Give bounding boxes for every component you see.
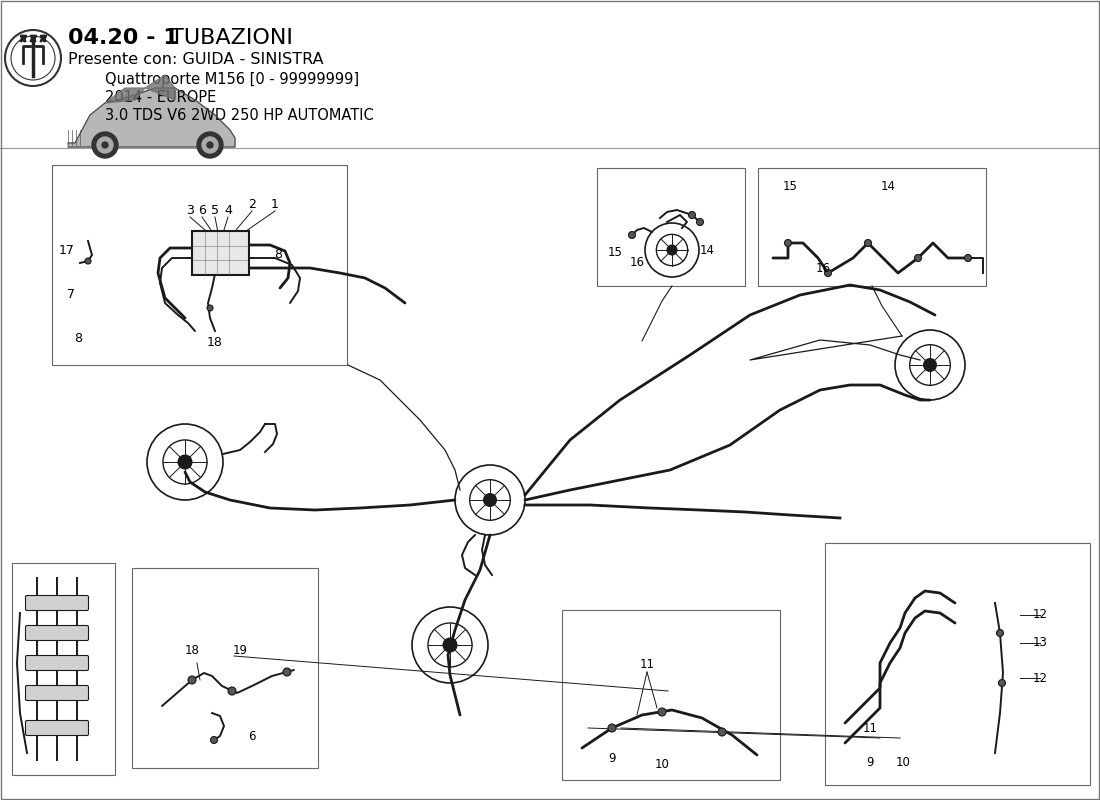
Text: 19: 19	[232, 643, 248, 657]
Text: 7: 7	[67, 289, 75, 302]
Text: 18: 18	[207, 337, 223, 350]
Text: 8: 8	[274, 249, 282, 262]
Text: Quattroporte M156 [0 - 99999999]: Quattroporte M156 [0 - 99999999]	[68, 72, 359, 87]
Circle shape	[628, 231, 636, 238]
Text: 11: 11	[862, 722, 878, 734]
Text: 12: 12	[1033, 671, 1047, 685]
Circle shape	[865, 239, 871, 246]
Circle shape	[914, 254, 922, 262]
Text: 15: 15	[782, 179, 797, 193]
Circle shape	[97, 137, 113, 153]
Text: 16: 16	[815, 262, 830, 274]
Polygon shape	[145, 75, 175, 100]
Circle shape	[658, 708, 666, 716]
FancyBboxPatch shape	[597, 168, 745, 286]
Text: 8: 8	[74, 331, 82, 345]
FancyBboxPatch shape	[25, 595, 88, 610]
Circle shape	[825, 270, 832, 277]
Text: 17: 17	[59, 245, 75, 258]
Circle shape	[965, 254, 971, 262]
FancyBboxPatch shape	[25, 686, 88, 701]
Circle shape	[997, 630, 1003, 637]
Text: 4: 4	[224, 205, 232, 218]
Circle shape	[188, 676, 196, 684]
Circle shape	[207, 305, 213, 311]
Circle shape	[197, 132, 223, 158]
Text: 12: 12	[1033, 609, 1047, 622]
Text: 10: 10	[654, 758, 670, 771]
Circle shape	[689, 211, 695, 218]
Polygon shape	[104, 88, 145, 103]
Text: 14: 14	[700, 243, 715, 257]
Text: 2: 2	[249, 198, 256, 211]
FancyBboxPatch shape	[132, 568, 318, 768]
Text: 18: 18	[185, 643, 199, 657]
Circle shape	[178, 455, 191, 469]
Circle shape	[484, 494, 496, 506]
Circle shape	[667, 245, 676, 255]
Text: 13: 13	[1033, 637, 1047, 650]
Polygon shape	[68, 88, 235, 147]
Text: 3: 3	[186, 205, 194, 218]
Circle shape	[202, 137, 218, 153]
Text: 6: 6	[249, 730, 255, 742]
Circle shape	[283, 668, 292, 676]
Circle shape	[92, 132, 118, 158]
FancyBboxPatch shape	[192, 231, 249, 275]
Circle shape	[102, 142, 108, 148]
FancyBboxPatch shape	[758, 168, 986, 286]
FancyBboxPatch shape	[25, 655, 88, 670]
Circle shape	[608, 724, 616, 732]
Text: 3.0 TDS V6 2WD 250 HP AUTOMATIC: 3.0 TDS V6 2WD 250 HP AUTOMATIC	[68, 108, 374, 123]
Circle shape	[443, 638, 456, 652]
Text: 04.20 - 1: 04.20 - 1	[68, 28, 178, 48]
Text: 6: 6	[198, 205, 206, 218]
Text: 1: 1	[271, 198, 279, 211]
Circle shape	[784, 239, 792, 246]
Circle shape	[210, 737, 218, 743]
Circle shape	[999, 679, 1005, 686]
FancyBboxPatch shape	[12, 563, 116, 775]
Text: 10: 10	[895, 757, 911, 770]
Circle shape	[228, 687, 236, 695]
Text: 9: 9	[608, 751, 616, 765]
Text: 15: 15	[607, 246, 623, 259]
Text: TUBAZIONI: TUBAZIONI	[163, 28, 293, 48]
FancyBboxPatch shape	[25, 721, 88, 735]
Circle shape	[718, 728, 726, 736]
FancyBboxPatch shape	[25, 626, 88, 641]
Circle shape	[696, 218, 704, 226]
FancyBboxPatch shape	[52, 165, 346, 365]
FancyBboxPatch shape	[562, 610, 780, 780]
Circle shape	[207, 142, 213, 148]
Text: Presente con: GUIDA - SINISTRA: Presente con: GUIDA - SINISTRA	[68, 52, 323, 67]
Text: 11: 11	[639, 658, 654, 671]
Circle shape	[924, 358, 936, 371]
Text: 9: 9	[867, 757, 873, 770]
Text: 5: 5	[211, 205, 219, 218]
Text: 16: 16	[629, 257, 645, 270]
Circle shape	[85, 258, 91, 264]
FancyBboxPatch shape	[825, 543, 1090, 785]
Text: 2014 - EUROPE: 2014 - EUROPE	[68, 90, 217, 105]
Text: 14: 14	[880, 179, 895, 193]
